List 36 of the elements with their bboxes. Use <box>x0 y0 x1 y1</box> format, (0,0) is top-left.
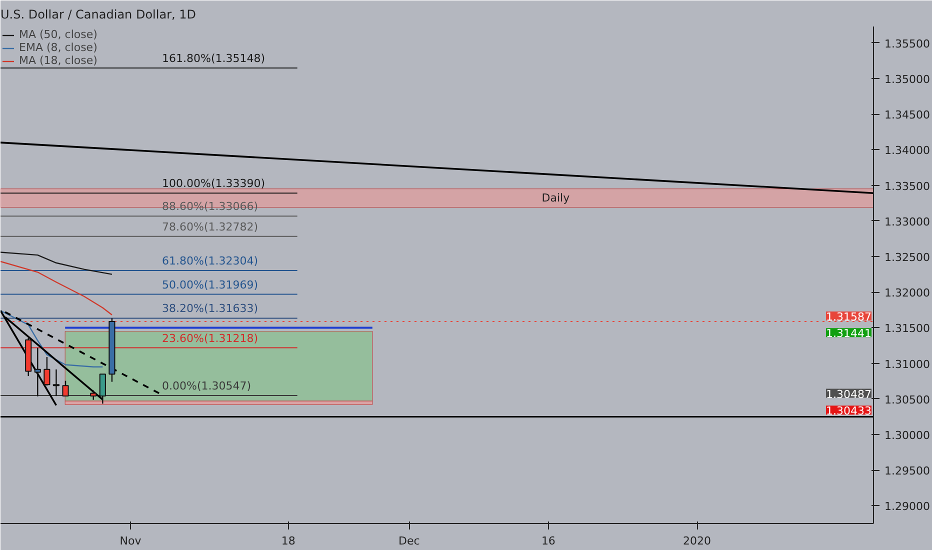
annotation: 1.30433 <box>826 404 872 418</box>
y-tick-label: 1.29500 <box>884 464 930 478</box>
y-tick-label: 1.35500 <box>884 37 930 50</box>
y-tick-label: 1.33000 <box>884 215 930 228</box>
y-tick-label: 1.30000 <box>884 428 930 442</box>
ref-line-label: 61.80%(1.32304) <box>162 254 258 268</box>
y-tick-label: 1.31000 <box>884 358 930 371</box>
ref-line-label: 50.00%(1.31969) <box>162 278 258 292</box>
y-tick-label: 1.29000 <box>884 500 930 514</box>
legend-label: EMA (8, close) <box>19 41 98 54</box>
y-tick-label: 1.32000 <box>884 286 930 300</box>
x-tick-label: 16 <box>541 534 556 548</box>
legend-label: MA (50, close) <box>19 28 98 41</box>
x-tick-label: Nov <box>120 534 142 548</box>
y-tick-label: 1.33500 <box>884 180 930 193</box>
x-tick-label: 18 <box>281 534 296 548</box>
x-tick-label: 2020 <box>683 534 712 548</box>
x-tick-label: Dec <box>398 534 420 548</box>
chart-title: U.S. Dollar / Canadian Dollar, 1D <box>0 8 196 22</box>
y-tick-label: 1.35000 <box>884 72 930 86</box>
ref-line-label: 38.20%(1.31633) <box>162 302 258 316</box>
band-label: Daily <box>542 192 570 205</box>
ref-line-label: 161.80%(1.35148) <box>162 52 266 65</box>
ref-line-label: 0.00%(1.30547) <box>162 380 252 393</box>
y-tick-label: 1.30500 <box>884 393 930 406</box>
ref-line-label: 100.00%(1.33390) <box>162 177 266 190</box>
ref-line-label: 1.31587 <box>826 310 872 324</box>
y-tick-label: 1.32500 <box>884 250 930 264</box>
y-tick-label: 1.34500 <box>884 108 930 122</box>
ref-line-label: 23.60%(1.31218) <box>162 332 258 345</box>
y-tick-label: 1.31500 <box>884 322 930 336</box>
ref-line-label: 78.60%(1.32782) <box>162 220 258 234</box>
annotation: 1.31441 <box>826 327 872 340</box>
y-tick-label: 1.34000 <box>884 144 930 158</box>
legend-label: MA (18, close) <box>19 54 98 67</box>
annotation: 1.30487 <box>826 388 872 401</box>
